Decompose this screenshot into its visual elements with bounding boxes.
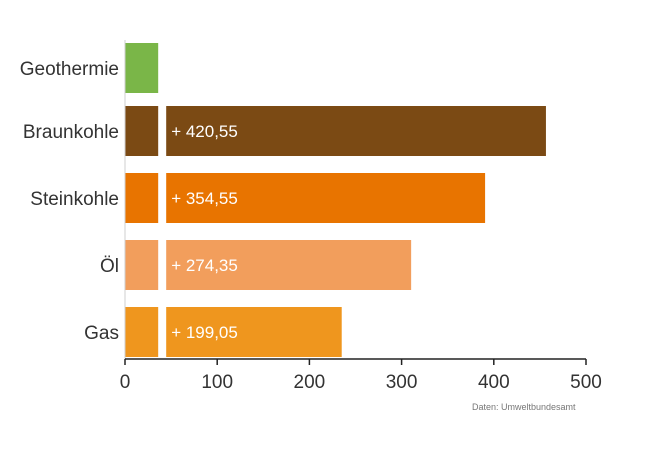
source-note: Daten: Umweltbundesamt <box>472 402 576 412</box>
difference-label--l: + 274,35 <box>171 256 238 275</box>
bar-difference-gas <box>166 307 342 357</box>
bar-base-geothermie <box>125 43 159 93</box>
x-axis: 0 100 200 300 400 500 <box>120 40 602 393</box>
x-tick-label-400: 400 <box>478 372 510 393</box>
bar-base-gas <box>125 307 159 357</box>
bar-base-steinkohle <box>125 173 159 223</box>
x-tick-label-100: 100 <box>201 372 233 393</box>
category-label-braunkohle: Braunkohle <box>23 122 119 143</box>
category-label-geothermie: Geothermie <box>20 59 119 80</box>
bars-group <box>125 43 546 357</box>
difference-label-steinkohle: + 354,55 <box>171 189 238 208</box>
category-label--l: Öl <box>100 256 119 277</box>
bar-difference-braunkohle <box>166 106 546 156</box>
bar-difference-steinkohle <box>166 173 486 223</box>
x-tick-label-0: 0 <box>120 372 131 393</box>
difference-label-gas: + 199,05 <box>171 323 238 342</box>
bar-base-braunkohle <box>125 106 159 156</box>
difference-labels: + 420,55 + 354,55 + 274,35 + 199,05 <box>171 122 238 342</box>
bar-base--l <box>125 240 159 290</box>
x-tick-label-500: 500 <box>570 372 602 393</box>
category-label-steinkohle: Steinkohle <box>30 189 119 210</box>
category-label-gas: Gas <box>84 323 119 344</box>
category-labels: Geothermie Braunkohle Steinkohle Öl Gas <box>20 59 119 344</box>
x-tick-label-300: 300 <box>386 372 418 393</box>
x-tick-label-200: 200 <box>294 372 326 393</box>
bar-difference--l <box>166 240 412 290</box>
difference-label-braunkohle: + 420,55 <box>171 122 238 141</box>
